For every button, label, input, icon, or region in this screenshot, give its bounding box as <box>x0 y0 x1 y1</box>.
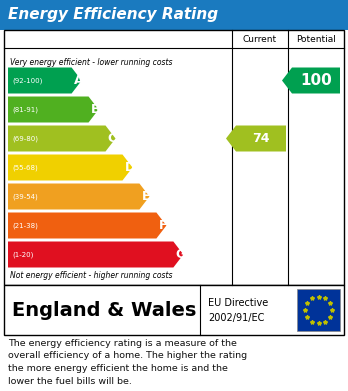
Text: Energy Efficiency Rating: Energy Efficiency Rating <box>8 7 218 23</box>
Text: (55-68): (55-68) <box>12 164 38 171</box>
Text: G: G <box>175 248 185 261</box>
Text: Potential: Potential <box>296 34 336 43</box>
Text: E: E <box>141 190 150 203</box>
Text: Current: Current <box>243 34 277 43</box>
Text: (39-54): (39-54) <box>12 193 38 200</box>
Text: B: B <box>90 103 100 116</box>
Text: 74: 74 <box>252 132 270 145</box>
Text: 100: 100 <box>300 73 332 88</box>
Polygon shape <box>8 183 149 210</box>
Bar <box>0 0 348 30</box>
Text: (92-100): (92-100) <box>12 77 42 84</box>
Bar <box>4 285 344 335</box>
Text: Very energy efficient - lower running costs: Very energy efficient - lower running co… <box>10 58 173 67</box>
Text: A: A <box>73 74 83 87</box>
Polygon shape <box>8 154 133 181</box>
Polygon shape <box>282 68 340 93</box>
Text: (1-20): (1-20) <box>12 251 33 258</box>
Text: F: F <box>158 219 167 232</box>
Text: 2002/91/EC: 2002/91/EC <box>208 312 264 323</box>
Polygon shape <box>226 126 286 151</box>
Polygon shape <box>8 212 166 239</box>
Text: The energy efficiency rating is a measure of the
overall efficiency of a home. T: The energy efficiency rating is a measur… <box>8 339 247 386</box>
Text: EU Directive: EU Directive <box>208 298 268 307</box>
Text: Not energy efficient - higher running costs: Not energy efficient - higher running co… <box>10 271 173 280</box>
Bar <box>4 30 344 285</box>
Text: D: D <box>125 161 135 174</box>
Text: England & Wales: England & Wales <box>12 301 196 319</box>
Text: C: C <box>108 132 117 145</box>
Text: (81-91): (81-91) <box>12 106 38 113</box>
Text: (21-38): (21-38) <box>12 222 38 229</box>
Polygon shape <box>8 68 81 93</box>
Polygon shape <box>8 126 116 151</box>
Text: (69-80): (69-80) <box>12 135 38 142</box>
Polygon shape <box>8 97 98 122</box>
Polygon shape <box>8 242 183 267</box>
Bar <box>297 289 340 331</box>
